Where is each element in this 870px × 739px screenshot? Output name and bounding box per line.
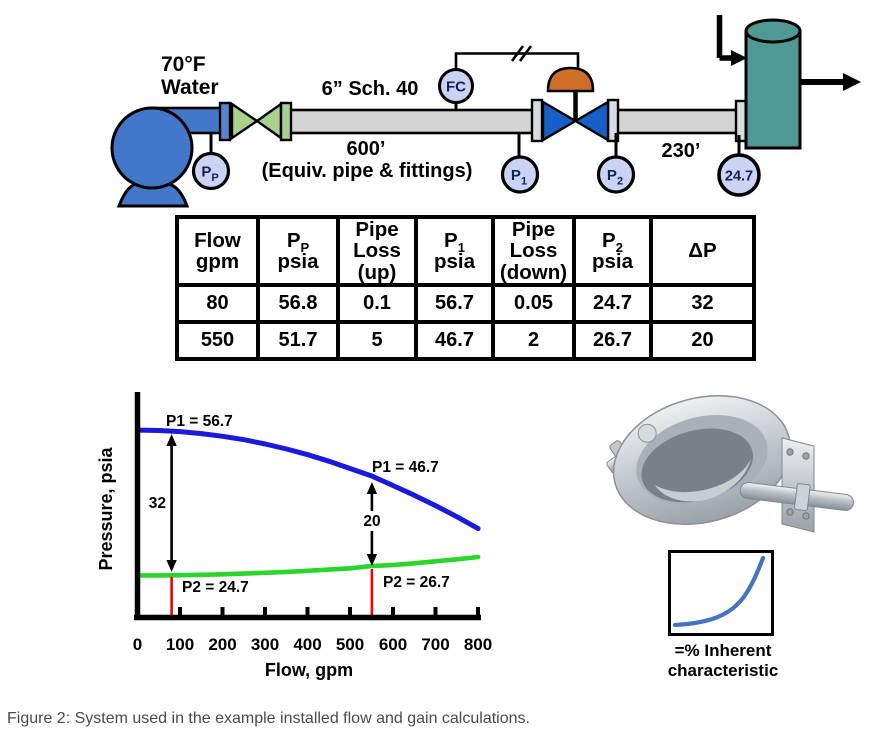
col-header-pp: PP psia	[256, 215, 340, 287]
downstream-length-label: 230’	[662, 140, 701, 162]
table-header-row: Flow gpm PP psia Pipe Loss (up) P1 psia Pipe L…	[175, 215, 756, 287]
pipe-upstream	[288, 108, 535, 135]
col-header-p2: P2 psia	[572, 215, 653, 287]
svg-text:P1: P1	[511, 167, 527, 188]
col-header-flow: Flow gpm	[175, 215, 260, 287]
svg-text:24.7: 24.7	[725, 169, 753, 185]
control-valve-icon	[530, 66, 620, 143]
pump-pressure-gauge: PP	[191, 133, 231, 191]
upstream-note-label: (Equiv. pipe & fittings)	[262, 160, 473, 182]
fluid-label: Water	[161, 76, 219, 99]
tank-inlet-arrow	[716, 15, 747, 66]
pump-icon	[110, 106, 194, 208]
col-header-dp: ΔP	[649, 215, 756, 287]
col-header-pipe-loss-up: Pipe Loss (up)	[336, 215, 418, 287]
chart-annotations: P1 = 56.7 32 P2 = 24.7 P1 = 46.7 20 P2 =…	[149, 413, 450, 596]
col-header-pipe-loss-down: Pipe Loss (down)	[491, 215, 576, 287]
dp-arrow-80	[166, 434, 177, 572]
p1-gauge: P1	[500, 133, 540, 194]
svg-text:400: 400	[293, 635, 321, 654]
valve-photo	[606, 394, 854, 533]
equal-percentage-curve	[672, 555, 766, 628]
dp-arrow-550	[366, 482, 378, 566]
svg-text:P1 = 56.7: P1 = 56.7	[166, 413, 233, 430]
svg-text:800: 800	[464, 635, 492, 654]
tank-pressure-gauge: 24.7	[717, 135, 761, 197]
svg-text:100: 100	[166, 635, 194, 654]
col-header-p1: P1 psia	[414, 215, 495, 287]
svg-text:700: 700	[421, 635, 449, 654]
inherent-characteristic-label: =% Inherent characteristic	[667, 641, 779, 681]
upstream-length-label: 600’	[347, 138, 386, 160]
temp-label: 70°F	[161, 53, 206, 76]
svg-text:0: 0	[133, 635, 142, 654]
pipe-spec-label: 6” Sch. 40	[322, 78, 419, 100]
x-axis-ticks	[178, 607, 480, 615]
svg-text:500: 500	[336, 635, 364, 654]
hand-valve-icon	[218, 101, 293, 142]
svg-text:200: 200	[208, 635, 236, 654]
p2-gauge: P2	[596, 133, 636, 194]
pipe-downstream	[614, 108, 739, 135]
p1-curve	[135, 427, 481, 532]
flow-controller-icon: FC	[438, 68, 474, 111]
tank-outlet-arrow	[801, 73, 861, 91]
svg-text:P2 = 26.7: P2 = 26.7	[383, 574, 450, 591]
flow-data-table: Flow gpm PP psia Pipe Loss (up) P1 psia Pipe L…	[175, 215, 756, 361]
svg-text:20: 20	[363, 513, 380, 530]
svg-text:P2 = 24.7: P2 = 24.7	[182, 579, 249, 596]
installed-pressure-chart: 0 100 200 300 400 500 600 700 800 Flow, …	[96, 392, 492, 680]
svg-text:FC: FC	[446, 79, 466, 96]
svg-text:P2: P2	[607, 167, 623, 188]
tank-icon	[734, 18, 802, 150]
valve-shaft	[739, 481, 854, 512]
figure-caption: Figure 2: System used in the example ins…	[7, 710, 530, 727]
piping-diagram: PP FC P1	[110, 15, 861, 208]
valve-body-ring	[612, 394, 792, 526]
svg-text:PP: PP	[201, 164, 218, 185]
inherent-characteristic-box	[668, 550, 774, 636]
svg-text:P1 = 46.7: P1 = 46.7	[372, 459, 439, 476]
x-axis-tick-labels: 0 100 200 300 400 500 600 700 800	[133, 635, 492, 654]
actuator-dome	[546, 66, 595, 93]
table-row: 550 51.7 5 46.7 2 26.7 20	[175, 319, 756, 361]
table-row: 80 56.8 0.1 56.7 0.05 24.7 32	[175, 282, 756, 324]
x-axis-title: Flow, gpm	[265, 660, 353, 680]
y-axis-title: Pressure, psia	[96, 446, 116, 570]
svg-text:300: 300	[251, 635, 279, 654]
svg-text:32: 32	[149, 495, 166, 512]
signal-line	[454, 45, 580, 70]
svg-text:600: 600	[379, 635, 407, 654]
p2-curve	[135, 554, 481, 578]
